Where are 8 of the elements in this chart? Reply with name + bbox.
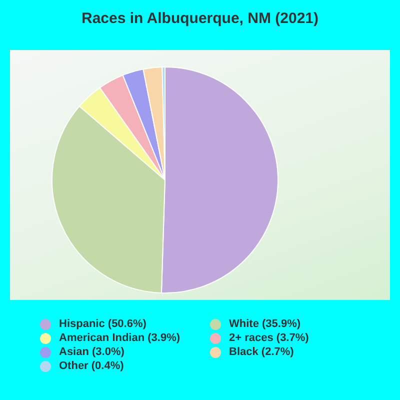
chart-title: Races in Albuquerque, NM (2021) [80, 10, 320, 27]
legend-label: Other (0.4%) [59, 360, 124, 372]
legend-label: 2+ races (3.7%) [229, 332, 309, 344]
legend-label: Hispanic (50.6%) [59, 318, 146, 330]
legend-label: White (35.9%) [229, 318, 301, 330]
legend-label: American Indian (3.9%) [59, 332, 180, 344]
legend-label: Black (2.7%) [229, 346, 294, 358]
legend-label: Asian (3.0%) [59, 346, 124, 358]
